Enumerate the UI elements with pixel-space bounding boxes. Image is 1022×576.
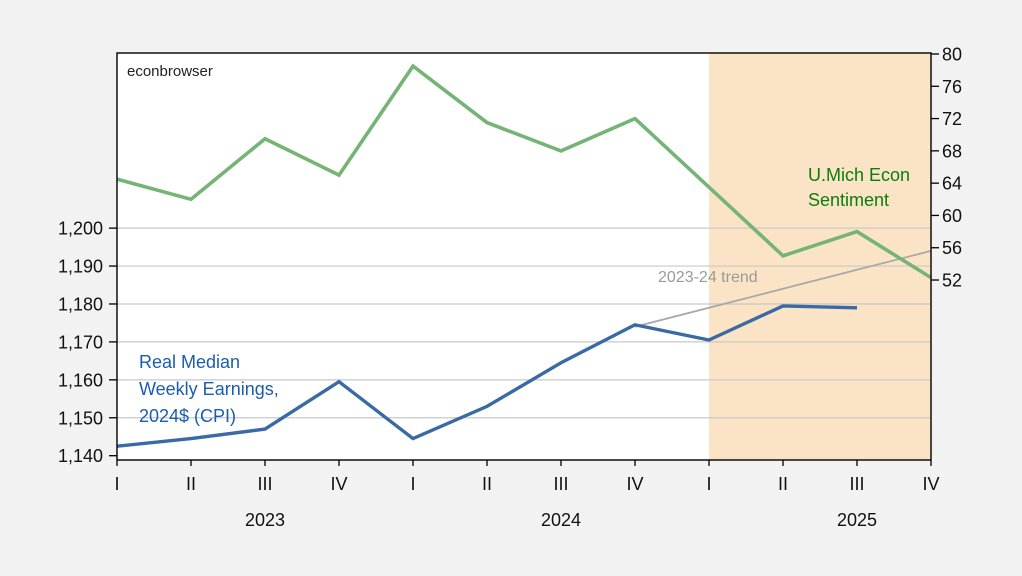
x-axis-quarter-label: III [849, 474, 864, 494]
sentiment-series-label-line2: Sentiment [808, 190, 890, 210]
x-axis-quarter-label: III [553, 474, 568, 494]
x-axis-year-label: 2023 [245, 510, 285, 530]
earnings-line [116, 304, 858, 448]
y-axis-right-tick-label: 80 [942, 45, 962, 65]
sentiment-line [116, 63, 932, 280]
x-axis-quarter-label: II [482, 474, 492, 494]
sentiment-series-label-line1: U.Mich Econ [808, 165, 911, 185]
y-axis-left-tick-label: 1,170 [58, 332, 103, 352]
watermark: econbrowser [127, 63, 213, 80]
x-axis-quarter-label: II [778, 474, 788, 494]
earnings-series-label: Real Median Weekly Earnings, 2024$ (CPI) [139, 349, 279, 430]
x-axis-quarter-label: I [114, 474, 119, 494]
y-axis-left-tick-label: 1,190 [58, 257, 103, 277]
earnings-series-label-line3: 2024$ (CPI) [139, 406, 237, 426]
earnings-series-label-line1: Real Median [139, 352, 241, 372]
x-axis-quarter-label: I [410, 474, 415, 494]
plot-border [116, 52, 932, 461]
y-axis-right-tick-label: 56 [942, 238, 962, 258]
y-axis-right-tick-label: 60 [942, 206, 962, 226]
x-axis-quarter-label: IV [922, 474, 939, 494]
trend-line-label: 2023-24 trend [658, 269, 758, 286]
y-axis-right-tick-label: 68 [942, 141, 962, 161]
y-axis-left-tick-label: 1,150 [58, 408, 103, 428]
x-axis-quarter-label: IV [626, 474, 643, 494]
x-axis-quarter-label: III [257, 474, 272, 494]
y-axis-right-tick-label: 76 [942, 77, 962, 97]
trend-line [634, 250, 932, 328]
y-axis-right-tick-label: 52 [942, 271, 962, 291]
y-axis-left-tick-label: 1,200 [58, 219, 103, 239]
x-axis-year-label: 2024 [541, 510, 581, 530]
earnings-series-label-line2: Weekly Earnings, [139, 379, 279, 399]
y-axis-left-tick-label: 1,180 [58, 294, 103, 314]
x-axis-year-label: 2025 [837, 510, 877, 530]
y-axis-left-tick-label: 1,160 [58, 370, 103, 390]
sentiment-series-label: U.Mich Econ Sentiment [808, 163, 910, 213]
x-axis-quarter-label: I [706, 474, 711, 494]
y-axis-right-tick-label: 64 [942, 174, 962, 194]
y-axis-left-tick-label: 1,140 [58, 446, 103, 466]
x-axis-quarter-label: II [186, 474, 196, 494]
y-axis-right-tick-label: 72 [942, 109, 962, 129]
x-axis-quarter-label: IV [330, 474, 347, 494]
